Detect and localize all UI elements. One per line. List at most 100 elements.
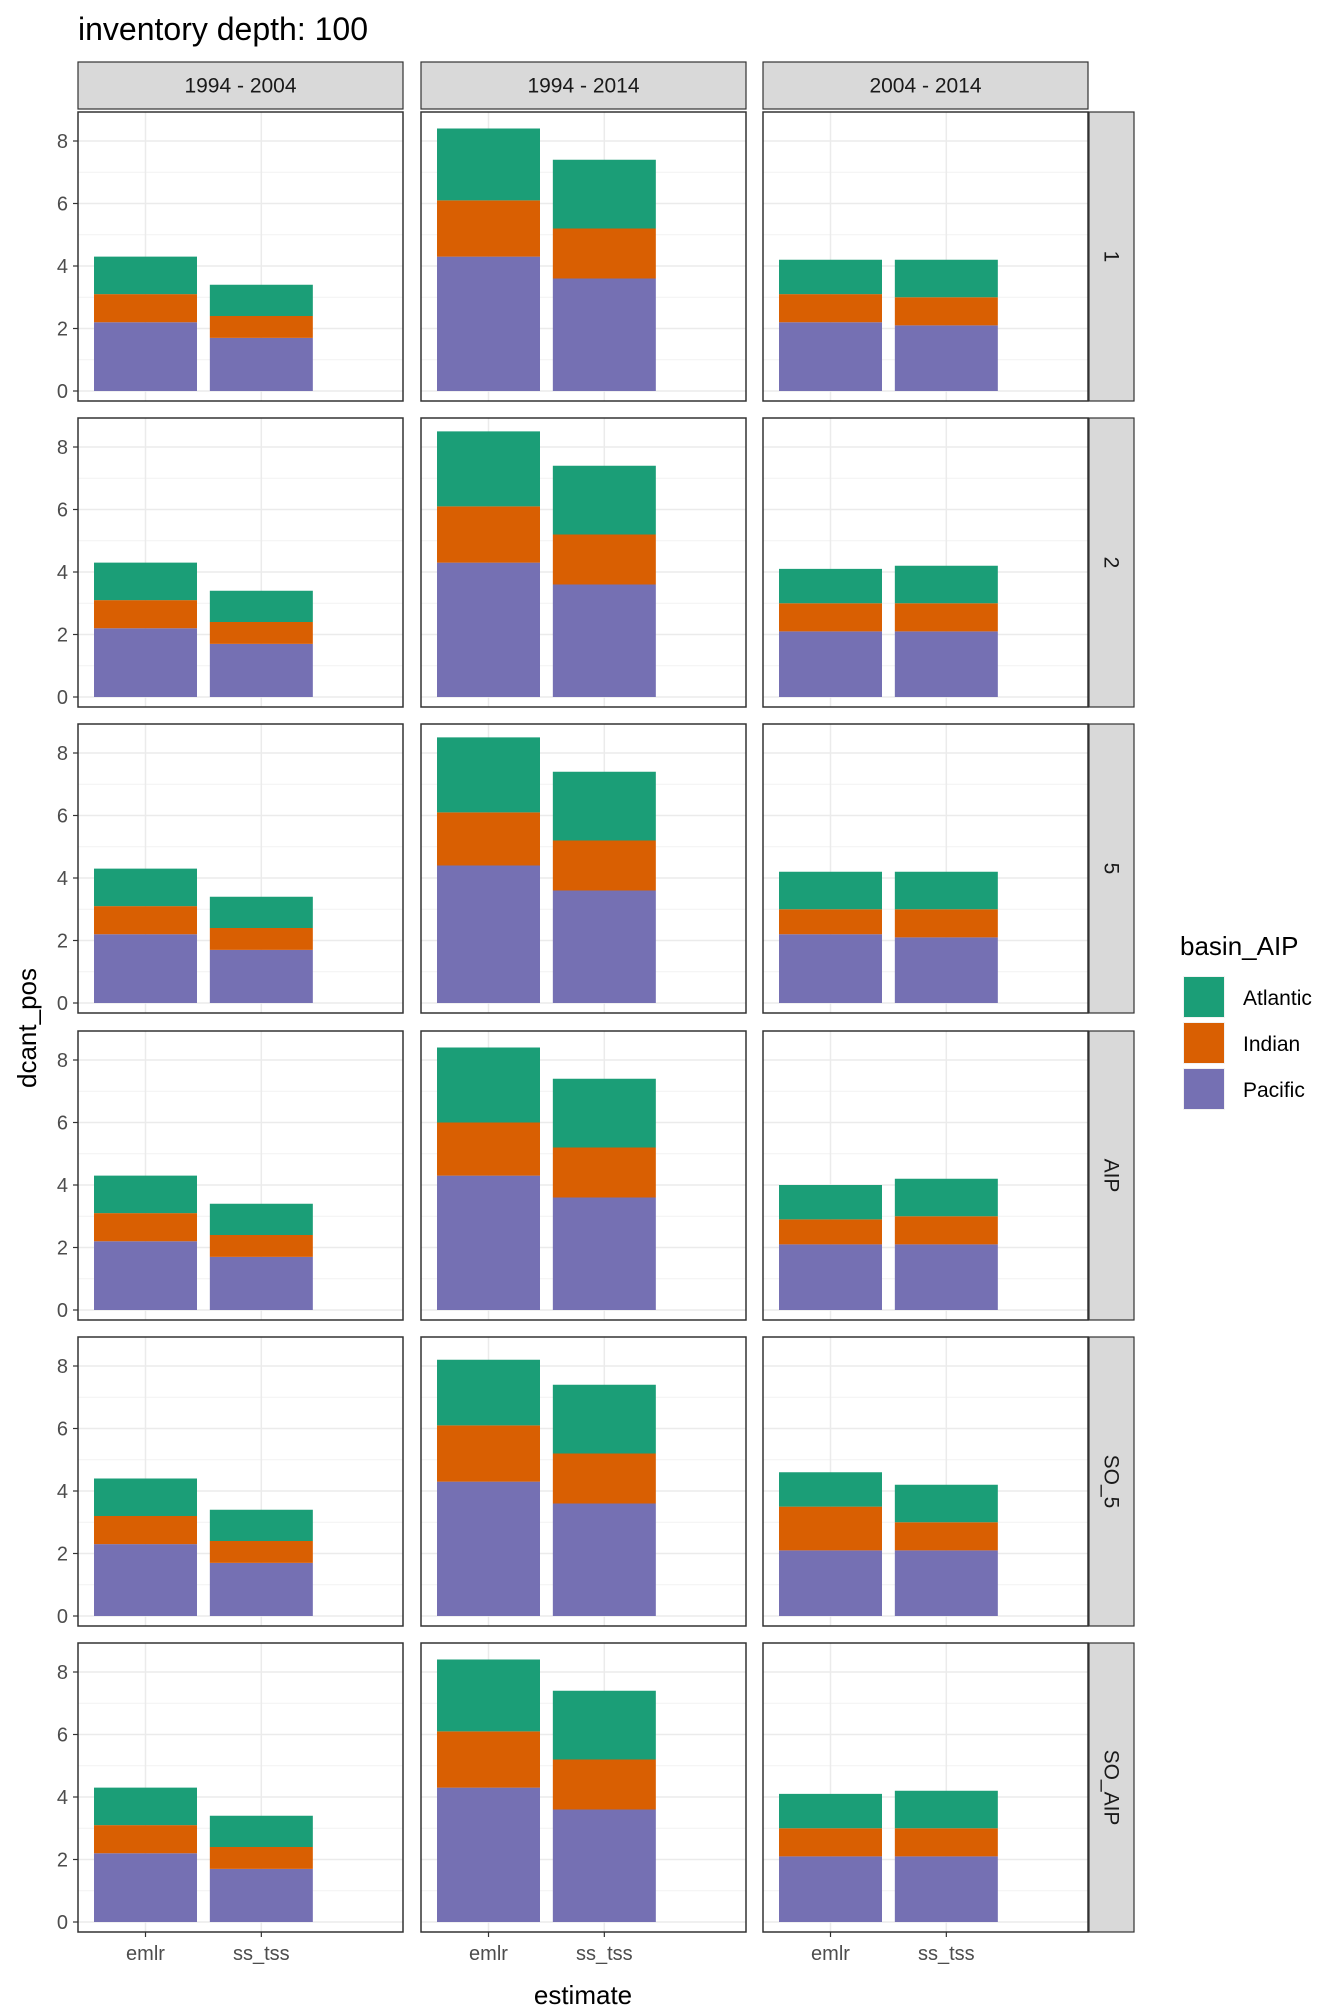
column-strip-1994-2014	[420, 61, 747, 110]
bar-segment-emlr-atlantic	[779, 1793, 882, 1829]
panel-5-1994-2014	[420, 723, 747, 1014]
column-strip-1994-2004	[77, 61, 404, 110]
bar-segment-emlr-pacific	[779, 631, 882, 697]
y-tick-label: 0	[57, 381, 68, 403]
panel-2-1994-2004	[77, 417, 404, 708]
y-tick-label: 4	[57, 256, 68, 278]
bar-segment-ss-tss-pacific	[209, 643, 313, 697]
row-strip-1	[1088, 111, 1135, 402]
bar-segment-ss-tss-indian	[552, 534, 656, 585]
y-tick-label: 8	[57, 1050, 68, 1072]
bar-segment-ss-tss-atlantic	[552, 465, 656, 535]
bar-segment-ss-tss-indian	[552, 1453, 656, 1504]
legend-swatch-pacific	[1184, 1069, 1224, 1109]
x-axis-title: estimate	[534, 1980, 632, 2010]
y-tick-label: 2	[57, 1850, 68, 1872]
panel-border	[420, 417, 747, 708]
panel-so-5-1994-2014	[420, 1336, 747, 1627]
panel-border	[762, 1642, 1089, 1933]
bar-segment-ss-tss-pacific	[209, 337, 313, 391]
bar-segment-emlr-atlantic	[94, 868, 197, 907]
panel-aip-1994-2014	[420, 1030, 747, 1321]
bar-segment-emlr-indian	[437, 200, 540, 257]
bar-segment-ss-tss-indian	[552, 1759, 656, 1810]
bar-segment-ss-tss-pacific	[209, 1256, 313, 1310]
bar-segment-ss-tss-indian	[552, 228, 656, 279]
panel-border	[77, 1336, 404, 1627]
y-tick-label: 0	[57, 1606, 68, 1628]
bar-segment-emlr-atlantic	[437, 128, 540, 201]
bar-segment-ss-tss-atlantic	[552, 1384, 656, 1454]
panel-border	[420, 1642, 747, 1933]
panel-so-aip-2004-2014	[762, 1642, 1089, 1933]
bar-segment-emlr-indian	[779, 909, 882, 935]
row-strip-label: 5	[1100, 863, 1123, 875]
bar-segment-emlr-atlantic	[94, 562, 197, 601]
panel-1-1994-2004	[77, 111, 404, 402]
bar-segment-emlr-indian	[437, 506, 540, 563]
panel-5-1994-2004	[77, 723, 404, 1014]
bar-segment-emlr-atlantic	[779, 871, 882, 910]
bar-segment-emlr-indian	[779, 603, 882, 632]
legend-item-pacific: Pacific	[1183, 1068, 1305, 1110]
bar-segment-emlr-pacific	[94, 322, 197, 391]
bar-segment-ss-tss-atlantic	[209, 284, 313, 316]
y-tick-label: 6	[57, 1419, 68, 1441]
column-strip-label: 1994 - 2014	[527, 75, 639, 98]
bar-segment-ss-tss-atlantic	[209, 1509, 313, 1541]
bar-segment-emlr-indian	[437, 812, 540, 866]
y-tick-label: 2	[57, 931, 68, 953]
bar-segment-ss-tss-pacific	[209, 1868, 313, 1922]
bar-segment-emlr-atlantic	[94, 1787, 197, 1826]
y-tick-label: 2	[57, 319, 68, 341]
y-tick-label: 4	[57, 1175, 68, 1197]
y-tick-label: 8	[57, 743, 68, 765]
bar-segment-ss-tss-pacific	[894, 1550, 998, 1616]
bar-segment-emlr-indian	[437, 1122, 540, 1176]
x-tick-label-ss-tss: ss_tss	[918, 1943, 975, 1965]
y-tick-label: 4	[57, 1481, 68, 1503]
row-strip-label: 2	[1100, 557, 1123, 569]
panel-border	[420, 723, 747, 1014]
bar-segment-emlr-indian	[94, 1213, 197, 1242]
row-strip-5	[1088, 723, 1135, 1014]
axis-layer: 0 2 4 6 8 0 2 4 6 8 0 2 4 6 8 0 2 4 6 8 0 2 4 6 8 emlr ss_tss emlr s…	[57, 131, 975, 1965]
y-tick-label: 8	[57, 1662, 68, 1684]
bar-segment-emlr-pacific	[779, 934, 882, 1003]
y-tick-label: 8	[57, 1356, 68, 1378]
bar-segment-emlr-pacific	[437, 1787, 540, 1922]
bar-segment-emlr-pacific	[779, 322, 882, 391]
bar-segment-ss-tss-atlantic	[209, 896, 313, 928]
y-tick-label: 6	[57, 1725, 68, 1747]
bar-segment-ss-tss-atlantic	[209, 1203, 313, 1235]
bar-segment-emlr-indian	[779, 294, 882, 323]
legend-label: Atlantic	[1243, 987, 1312, 1010]
y-tick-label: 6	[57, 194, 68, 216]
bar-segment-ss-tss-pacific	[894, 631, 998, 697]
bar-segment-ss-tss-atlantic	[894, 1178, 998, 1217]
bar-segment-emlr-pacific	[437, 1175, 540, 1310]
legend-label: Indian	[1243, 1033, 1300, 1056]
bar-segment-emlr-atlantic	[437, 1047, 540, 1123]
column-strip-2004-2014	[762, 61, 1089, 110]
panel-1-2004-2014	[762, 111, 1089, 402]
bar-segment-ss-tss-atlantic	[894, 1790, 998, 1829]
bar-segment-ss-tss-indian	[209, 622, 313, 644]
legend-title: basin_AIP	[1180, 931, 1299, 961]
panel-border	[77, 417, 404, 708]
bar-segment-ss-tss-pacific	[552, 584, 656, 697]
panel-border	[420, 1030, 747, 1321]
panel-2-1994-2014	[420, 417, 747, 708]
bar-segment-ss-tss-atlantic	[894, 1484, 998, 1523]
bar-segment-ss-tss-pacific	[552, 1197, 656, 1310]
bar-segment-ss-tss-indian	[209, 928, 313, 950]
bar-segment-ss-tss-indian	[209, 1541, 313, 1563]
legend-label: Pacific	[1243, 1079, 1305, 1102]
bar-segment-ss-tss-atlantic	[209, 1815, 313, 1847]
y-tick-label: 6	[57, 806, 68, 828]
panel-border	[77, 111, 404, 402]
panels-layer: 1994 - 2004 1994 - 2014 2004 - 2014 1 2 5 AIP S…	[77, 61, 1135, 1933]
bar-segment-ss-tss-indian	[894, 1216, 998, 1245]
y-tick-label: 0	[57, 1300, 68, 1322]
bar-segment-ss-tss-indian	[894, 603, 998, 632]
